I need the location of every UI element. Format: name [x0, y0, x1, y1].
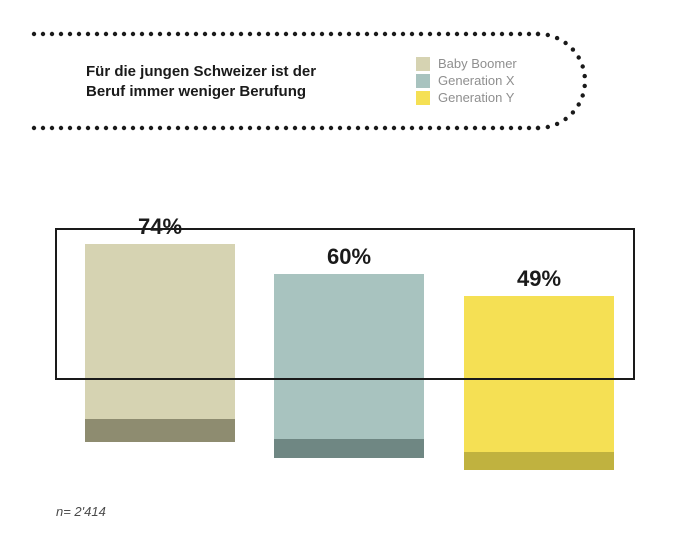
legend-item: Generation Y [416, 90, 517, 105]
bar-chart: 74% 60% 49% [55, 200, 635, 460]
bar: 74% [85, 244, 235, 419]
bar: 49% [464, 296, 614, 452]
legend-swatch [416, 91, 430, 105]
bar: 60% [274, 274, 424, 439]
sample-size-note: n= 2'414 [56, 504, 106, 519]
header: Für die jungen Schweizer ist der Beruf i… [28, 28, 588, 134]
legend-swatch [416, 74, 430, 88]
legend-item: Baby Boomer [416, 56, 517, 71]
legend-label: Baby Boomer [438, 56, 517, 71]
chart-title: Für die jungen Schweizer ist der Beruf i… [86, 62, 346, 103]
bar-value-label: 74% [85, 214, 235, 240]
legend-item: Generation X [416, 73, 517, 88]
bar-value-label: 60% [274, 244, 424, 270]
legend: Baby Boomer Generation X Generation Y [416, 56, 517, 107]
legend-swatch [416, 57, 430, 71]
bar-value-label: 49% [464, 266, 614, 292]
legend-label: Generation Y [438, 90, 514, 105]
legend-label: Generation X [438, 73, 515, 88]
